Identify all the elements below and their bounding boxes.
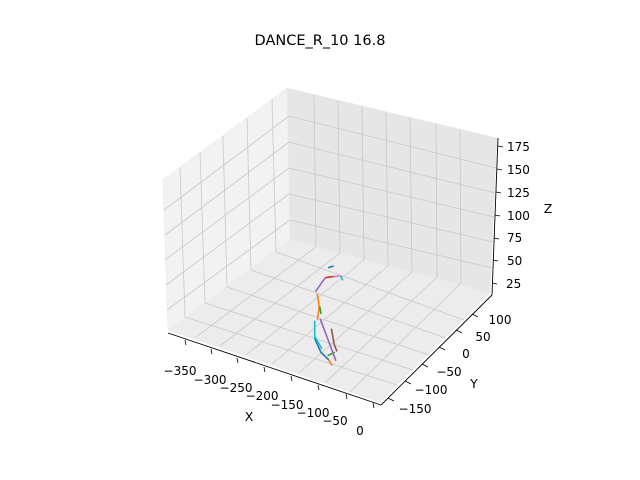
y-tick-label: 50 <box>475 330 490 344</box>
x-tick-label: −50 <box>322 414 347 428</box>
z-tick-label: 150 <box>507 163 530 177</box>
skeleton-segment-2 <box>313 338 330 361</box>
skeleton-segment-7 <box>325 275 334 279</box>
x-tick-label: −100 <box>297 406 330 420</box>
skeleton-segment-5 <box>319 306 322 315</box>
z-axis-label: Z <box>544 201 553 216</box>
x-tick-label: −150 <box>271 398 304 412</box>
skeleton-segment-3 <box>316 293 321 320</box>
grid <box>163 94 497 393</box>
x-tick-label: −300 <box>194 373 227 387</box>
x-tick-label: −350 <box>164 364 197 378</box>
skeleton-segment-14 <box>314 336 323 350</box>
z-axis-line <box>491 137 499 296</box>
y-tick-label: 0 <box>462 347 470 361</box>
z-tick-label: 100 <box>507 209 530 223</box>
y-axis-label: Y <box>469 376 478 391</box>
skeleton-segment-9 <box>319 318 337 362</box>
skeleton-segment-13 <box>340 275 344 281</box>
y-tick-label: −50 <box>436 365 461 379</box>
skeleton-segment-1 <box>327 265 334 269</box>
y-tick-label: 100 <box>489 313 512 327</box>
x-axis-line <box>167 332 382 406</box>
x-tick-label: −200 <box>246 389 279 403</box>
skeleton-segment-4 <box>328 359 333 366</box>
y-axis-line <box>380 294 493 406</box>
chart-title: DANCE_R_10 16.8 <box>254 33 386 49</box>
skeleton-segment-8 <box>314 277 326 293</box>
series-layer <box>313 265 344 366</box>
skeleton-segment-10 <box>330 328 338 352</box>
x-tick-label: 0 <box>356 424 364 438</box>
x-tick-label: −250 <box>220 381 253 395</box>
z-tick-label: 75 <box>507 231 522 245</box>
y-tick-label: −100 <box>415 383 448 397</box>
z-tick-label: 25 <box>506 277 521 291</box>
skeleton-segment-11 <box>333 275 341 278</box>
tick-marks <box>184 145 504 409</box>
z-tick-label: 125 <box>507 186 530 200</box>
y-tick-label: −150 <box>399 402 432 416</box>
x-axis-label: X <box>245 409 254 424</box>
z-tick-label: 50 <box>507 254 522 268</box>
z-tick-label: 175 <box>507 140 530 154</box>
